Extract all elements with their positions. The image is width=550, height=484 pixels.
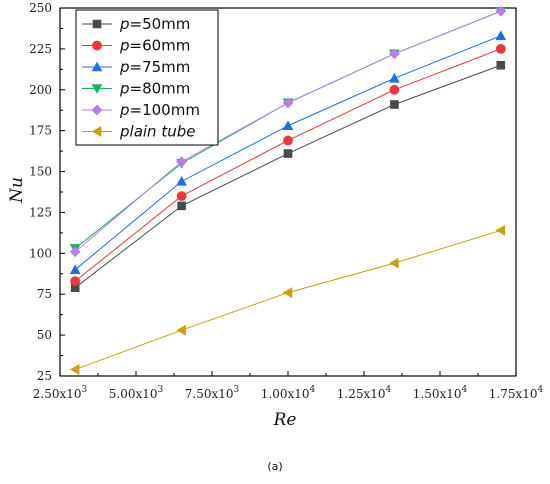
data-point [69,246,81,258]
data-point [389,48,400,60]
legend-item: p=100mm [82,101,200,119]
series-p-100mm [69,5,507,258]
legend-item: p=60mm [82,37,190,55]
data-point [496,60,506,70]
data-point [69,264,81,274]
legend-item: p=75mm [82,58,190,76]
legend-marker [92,40,102,51]
data-point [495,5,507,17]
series-p-75mm [69,30,507,274]
data-point [389,257,399,269]
x-tick-label: 5.00x103 [109,385,164,401]
y-tick-label: 25 [37,369,52,383]
data-point [282,97,294,109]
x-tick-label: 2.50x103 [33,385,88,401]
data-point [495,225,506,236]
legend-label: p=60mm [119,37,190,55]
series-line [75,229,501,370]
data-point [282,287,293,298]
x-axis-title: Re [273,410,297,430]
y-tick-label: 125 [29,205,52,219]
legend-item: plain tube [82,123,195,141]
legend: p=50mm p=60mm p=75mm p=80mm p=100mm plain tub… [75,9,219,146]
data-point [176,175,187,186]
y-tick-label: 225 [29,42,52,56]
legend-label: p=75mm [119,58,190,76]
x-tick-label: 7.50x103 [185,385,240,401]
series-p-60mm [70,43,506,287]
y-tick-label: 200 [29,83,52,97]
x-axis: 2.50x103 5.00x103 7.50x103 1.00x104 1.25x104… [33,371,544,401]
data-point [283,149,293,158]
data-point [495,30,507,41]
x-tick-label: 1.00x104 [261,385,316,401]
y-tick-label: 100 [29,246,52,260]
legend-marker [91,126,102,137]
legend-label: p=100mm [119,101,200,119]
data-point [70,283,80,292]
legend-item: p=50mm [82,15,190,33]
data-point [69,364,80,375]
y-axis-title: Nu [7,177,27,204]
figure-caption: (a) [267,460,283,473]
x-tick-label: 1.50x104 [413,385,468,401]
legend-marker [91,84,103,94]
legend-marker [92,19,102,29]
legend-item: p=80mm [82,80,190,98]
y-axis: 25 50 75 100 125 150 175 200 225 250 [29,1,65,383]
series-layer [69,5,507,375]
data-point [176,324,186,336]
series-p-50mm [70,60,506,292]
data-point [176,156,187,168]
data-point [495,43,506,54]
data-point [176,191,187,201]
y-tick-label: 75 [37,287,52,301]
legend-box [75,9,219,146]
y-tick-label: 50 [37,328,52,342]
data-point [70,276,81,287]
y-tick-label: 175 [29,124,52,138]
legend-label: plain tube [119,123,195,141]
data-point [283,135,293,146]
data-point [389,84,400,95]
y-tick-label: 150 [29,165,52,179]
legend-marker [91,61,103,72]
x-tick-label: 1.25x104 [337,385,392,401]
data-point [177,201,186,211]
data-point [390,100,399,109]
data-point [282,120,294,131]
y-tick-label: 250 [29,1,52,15]
series-plain-tube [69,225,506,375]
x-tick-label: 1.75x104 [489,385,544,401]
legend-label: p=50mm [119,15,190,33]
legend-marker [91,104,103,116]
legend-label: p=80mm [119,80,190,98]
data-point [389,72,400,83]
